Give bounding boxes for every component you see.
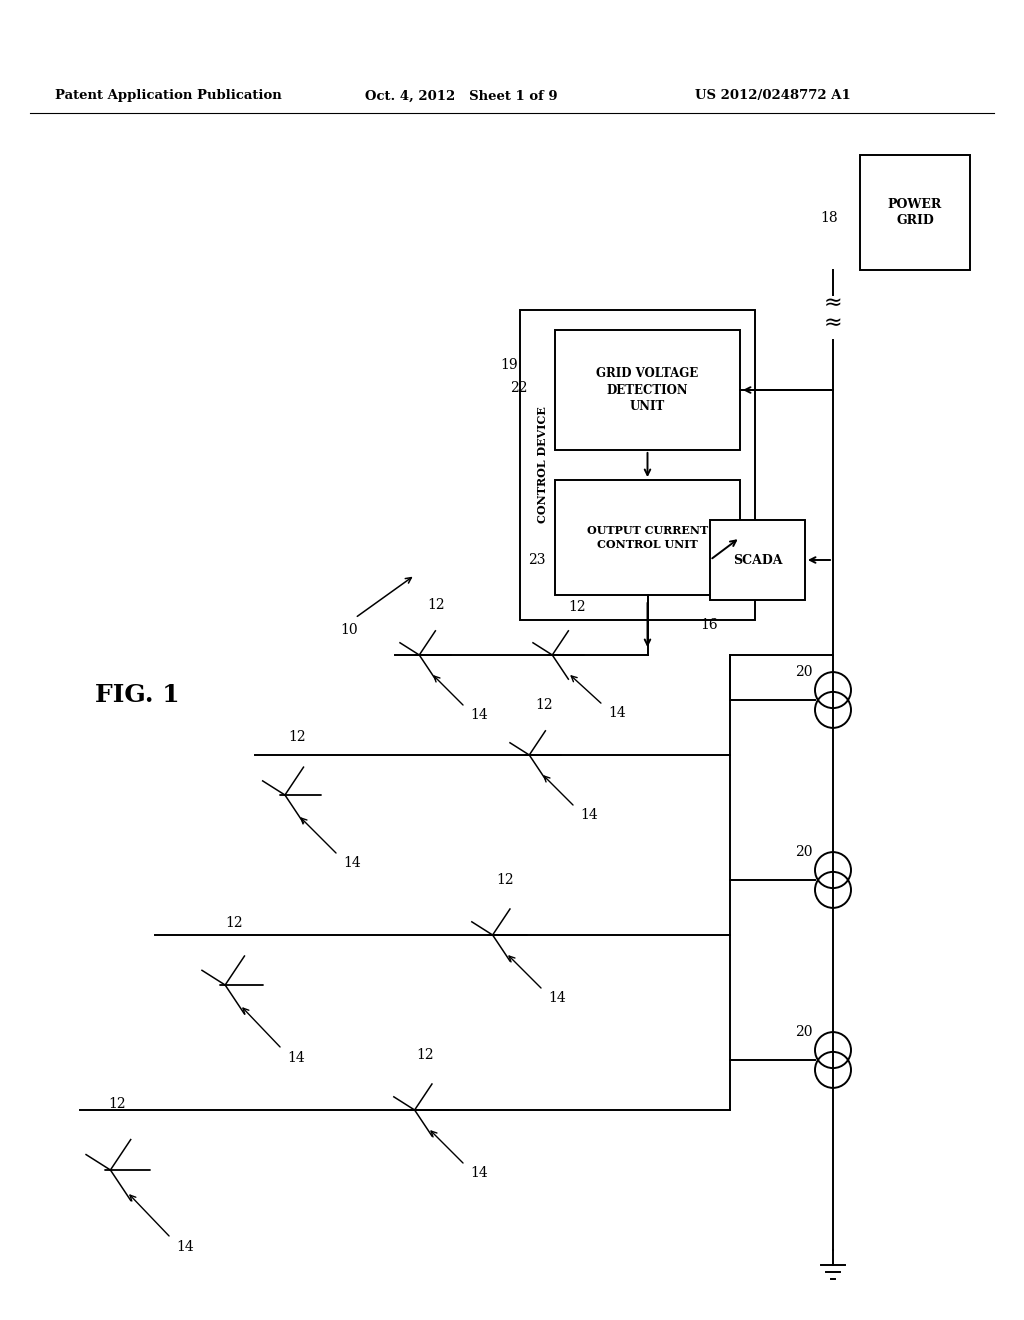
Text: 16: 16	[700, 618, 718, 632]
Text: 12: 12	[496, 873, 514, 887]
Text: 19: 19	[500, 358, 517, 372]
Text: 10: 10	[340, 623, 357, 638]
Text: 12: 12	[535, 698, 553, 711]
Bar	[710, 520, 805, 601]
Text: 20: 20	[795, 665, 812, 678]
Text: FIG. 1: FIG. 1	[95, 682, 179, 708]
Bar	[555, 480, 740, 595]
Text: 14: 14	[470, 1166, 487, 1180]
Text: GRID VOLTAGE
DETECTION
UNIT: GRID VOLTAGE DETECTION UNIT	[596, 367, 698, 413]
Text: ≈: ≈	[823, 313, 843, 333]
Text: 12: 12	[568, 601, 586, 614]
Text: 20: 20	[795, 1026, 812, 1039]
Text: 14: 14	[580, 808, 598, 822]
Text: 18: 18	[820, 211, 838, 224]
Text: Oct. 4, 2012   Sheet 1 of 9: Oct. 4, 2012 Sheet 1 of 9	[365, 90, 558, 103]
Text: 14: 14	[287, 1051, 305, 1065]
Text: 14: 14	[548, 991, 565, 1005]
Text: 22: 22	[510, 381, 527, 395]
Text: POWER
GRID: POWER GRID	[888, 198, 942, 227]
Text: 12: 12	[427, 598, 444, 612]
Text: 14: 14	[176, 1239, 194, 1254]
Bar	[520, 310, 755, 620]
Bar	[555, 330, 740, 450]
Text: ≈: ≈	[823, 293, 843, 313]
Bar	[860, 154, 970, 271]
Text: 12: 12	[288, 730, 305, 744]
Text: 23: 23	[528, 553, 546, 568]
Text: 14: 14	[608, 706, 626, 719]
Text: 14: 14	[343, 855, 360, 870]
Text: 14: 14	[470, 708, 487, 722]
Text: 12: 12	[225, 916, 243, 931]
Text: 20: 20	[795, 845, 812, 859]
Text: SCADA: SCADA	[733, 553, 782, 566]
Text: Patent Application Publication: Patent Application Publication	[55, 90, 282, 103]
Text: OUTPUT CURRENT
CONTROL UNIT: OUTPUT CURRENT CONTROL UNIT	[587, 525, 709, 550]
Text: 12: 12	[416, 1048, 433, 1063]
Text: CONTROL DEVICE: CONTROL DEVICE	[537, 407, 548, 524]
Text: 12: 12	[108, 1097, 126, 1111]
Text: US 2012/0248772 A1: US 2012/0248772 A1	[695, 90, 851, 103]
